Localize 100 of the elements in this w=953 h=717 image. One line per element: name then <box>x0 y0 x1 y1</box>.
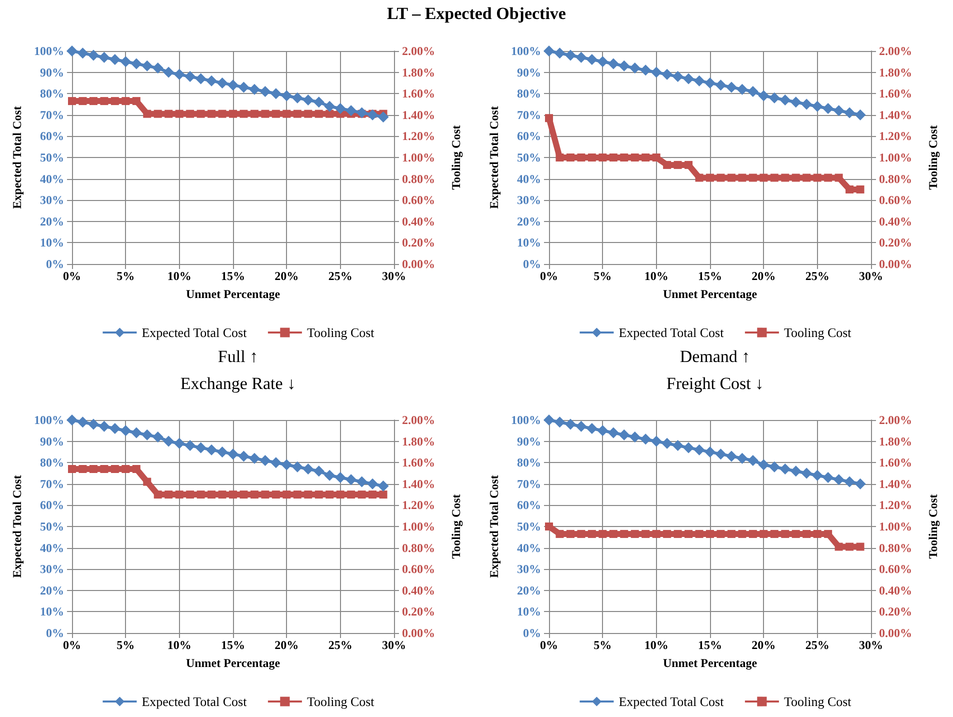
y-tick-label: 50% <box>517 520 541 534</box>
y-tick-label: 60% <box>40 129 64 144</box>
text: Demand ↑ <box>680 347 750 366</box>
x-tick-label: 30% <box>382 638 406 652</box>
y2-tick-label: 2.00% <box>402 413 435 427</box>
y2-tick-label: 0.00% <box>402 257 435 271</box>
y2-tick-label: 1.80% <box>402 434 435 448</box>
x-tick-label: 0% <box>63 638 81 652</box>
x-tick-label: 5% <box>116 638 135 652</box>
text: Full ↑ <box>218 347 258 366</box>
chart-title: Exchange Rate ↓ <box>180 374 296 393</box>
y2-tick-label: 1.40% <box>879 476 912 491</box>
y-tick-label: 40% <box>517 172 541 186</box>
x-tick-label: 0% <box>63 269 81 283</box>
x-tick-label: 20% <box>274 269 299 283</box>
y-tick-label: 0% <box>523 626 541 640</box>
y-tick-label: 10% <box>40 236 64 250</box>
x-tick-label: 10% <box>167 269 192 283</box>
y-tick-label: 90% <box>40 65 64 80</box>
y-tick-label: 20% <box>40 583 64 598</box>
y2-tick-label: 1.40% <box>402 108 435 122</box>
x-axis-title: Unmet Percentage <box>186 656 281 670</box>
y-tick-label: 90% <box>40 434 64 448</box>
y2-tick-label: 1.20% <box>879 129 912 144</box>
y-tick-label: 40% <box>517 540 541 555</box>
y-axis-title: Expected Total Cost <box>10 475 24 578</box>
legend-label: Tooling Cost <box>784 694 852 709</box>
x-tick-label: 0% <box>540 638 558 652</box>
y2-tick-label: 1.80% <box>879 65 912 80</box>
x-tick-label: 10% <box>644 269 668 283</box>
y-tick-label: 80% <box>517 86 541 101</box>
y-tick-label: 50% <box>40 520 64 534</box>
y-tick-label: 10% <box>517 604 541 619</box>
y-axis-title: Expected Total Cost <box>10 106 24 209</box>
y-tick-label: 0% <box>46 257 64 271</box>
y2-tick-label: 0.40% <box>402 214 435 228</box>
legend-label: Expected Total Cost <box>618 325 724 340</box>
x-tick-label: 25% <box>805 269 830 283</box>
y-tick-label: 50% <box>517 150 541 164</box>
y2-tick-label: 1.20% <box>402 498 435 512</box>
legend-label: Tooling Cost <box>306 694 375 709</box>
y2-axis-title: Tooling Cost <box>449 494 463 559</box>
y-tick-label: 10% <box>517 236 541 250</box>
y-tick-label: 30% <box>517 193 541 208</box>
y-tick-label: 0% <box>523 257 541 271</box>
text: LT – Expected Objective <box>386 4 567 24</box>
x-tick-label: 25% <box>805 638 830 652</box>
y-tick-label: 70% <box>517 476 541 491</box>
y-tick-label: 20% <box>517 583 541 598</box>
y2-tick-label: 0.00% <box>879 626 912 640</box>
y-tick-label: 100% <box>34 413 64 427</box>
y2-tick-label: 1.40% <box>402 476 435 491</box>
y-tick-label: 100% <box>511 413 541 427</box>
y-tick-label: 40% <box>40 172 64 186</box>
y2-tick-label: 0.80% <box>879 540 912 555</box>
x-tick-label: 10% <box>644 638 668 652</box>
y2-tick-label: 1.80% <box>402 65 435 80</box>
y2-axis-title: Tooling Cost <box>926 125 940 190</box>
x-tick-label: 25% <box>328 269 352 283</box>
legend-label: Expected Total Cost <box>618 694 724 709</box>
x-tick-label: 15% <box>221 269 245 283</box>
y2-tick-label: 0.00% <box>879 257 912 271</box>
y2-tick-label: 1.80% <box>879 434 912 448</box>
y-tick-label: 80% <box>40 456 64 470</box>
y-tick-label: 30% <box>40 562 64 576</box>
y2-tick-label: 0.80% <box>402 540 435 555</box>
x-tick-label: 30% <box>382 269 406 283</box>
x-tick-label: 5% <box>116 269 135 283</box>
legend-label: Expected Total Cost <box>142 694 248 709</box>
y-tick-label: 0% <box>46 626 64 640</box>
y2-tick-label: 1.60% <box>402 86 435 101</box>
y2-tick-label: 1.00% <box>402 150 435 164</box>
y-tick-label: 50% <box>40 150 64 164</box>
y-tick-label: 20% <box>40 214 64 228</box>
y2-tick-label: 1.60% <box>879 86 912 101</box>
y-tick-label: 60% <box>517 498 541 512</box>
x-tick-label: 30% <box>859 638 883 652</box>
y-tick-label: 60% <box>40 498 64 512</box>
x-axis-title: Unmet Percentage <box>186 287 281 301</box>
x-tick-label: 0% <box>540 269 558 283</box>
y-tick-label: 70% <box>40 108 64 122</box>
y2-tick-label: 1.40% <box>879 108 912 122</box>
x-tick-label: 30% <box>859 269 883 283</box>
x-tick-label: 20% <box>752 269 776 283</box>
y-tick-label: 100% <box>34 44 64 58</box>
legend-label: Tooling Cost <box>306 325 375 340</box>
y-tick-label: 80% <box>40 86 64 101</box>
y2-tick-label: 0.20% <box>402 604 435 619</box>
y-tick-label: 20% <box>517 214 541 228</box>
y2-tick-label: 1.00% <box>402 520 435 534</box>
chart-title: Freight Cost ↓ <box>666 374 764 393</box>
y2-tick-label: 0.20% <box>879 236 912 250</box>
y2-tick-label: 0.40% <box>879 583 912 598</box>
y2-tick-label: 1.60% <box>402 456 435 470</box>
y2-tick-label: 0.60% <box>879 193 912 208</box>
y2-tick-label: 2.00% <box>879 44 912 58</box>
y2-tick-label: 1.20% <box>402 129 435 144</box>
legend-label: Tooling Cost <box>784 325 852 340</box>
x-axis-title: Unmet Percentage <box>662 656 758 670</box>
y-axis-title: Expected Total Cost <box>487 106 502 209</box>
